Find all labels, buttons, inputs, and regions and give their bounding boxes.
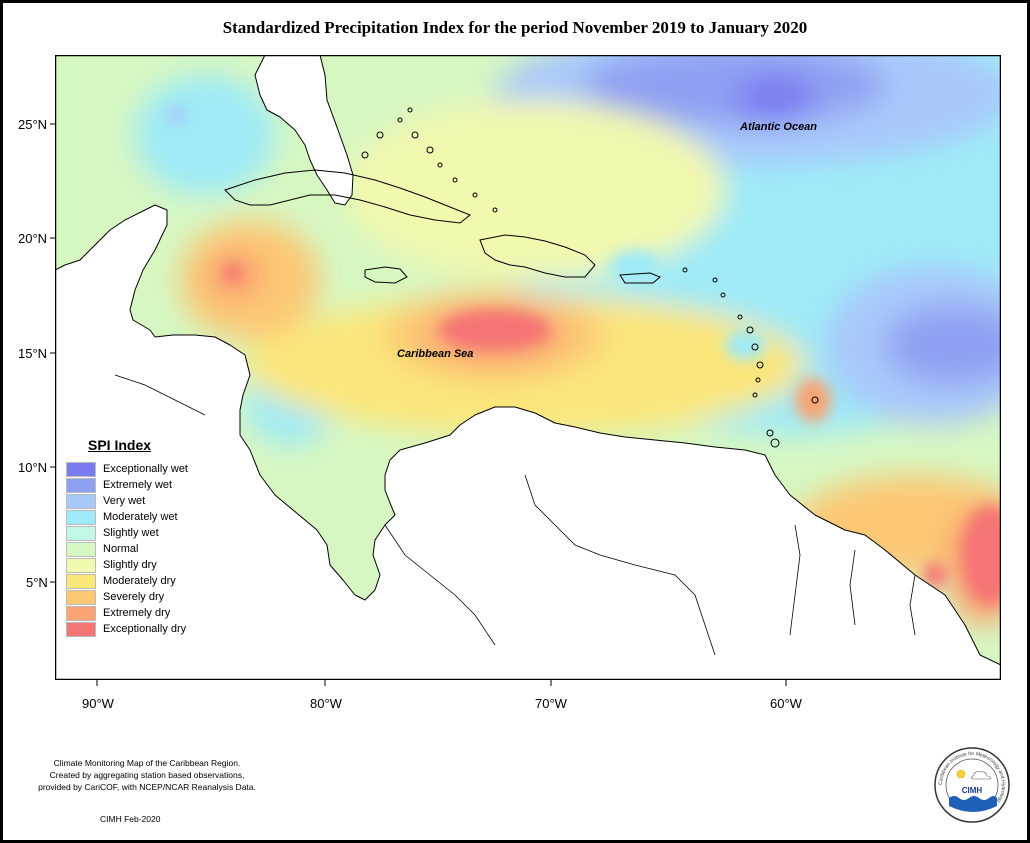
lat-tick-15: 15°N <box>18 346 48 361</box>
date-stamp: CIMH Feb-2020 <box>100 814 161 824</box>
legend-label: Slightly dry <box>103 559 157 571</box>
spi-zone-exceptionaldry-west <box>223 264 243 282</box>
legend-swatch <box>66 525 96 541</box>
land-jamaica <box>364 266 408 284</box>
legend-label: Normal <box>103 543 139 555</box>
logo-wave-icon <box>949 796 997 812</box>
spi-zone-wet-gulf <box>135 75 275 195</box>
legend-label: Moderately wet <box>103 511 178 523</box>
land-bahamas <box>361 107 498 213</box>
lon-tick-70: 70°W <box>535 696 567 711</box>
legend-label: Exceptionally wet <box>103 463 188 475</box>
legend-item: Exceptionally wet <box>58 461 198 477</box>
map-border <box>55 55 1001 680</box>
legend-swatch <box>66 541 96 557</box>
legend-item: Slightly dry <box>58 557 198 573</box>
spi-zone-extremelywet-east <box>885 305 1001 385</box>
lon-tick-60: 60°W <box>770 696 802 711</box>
legend-item: Exceptionally dry <box>58 621 198 637</box>
spi-legend: SPI Index Exceptionally wet Extremely wet… <box>58 437 198 637</box>
spi-zone-dry-barbados <box>795 378 831 422</box>
legend-item: Very wet <box>58 493 198 509</box>
credits-line-1: Climate Monitoring Map of the Caribbean … <box>53 758 241 768</box>
legend-item: Moderately wet <box>58 509 198 525</box>
logo-sun-icon <box>956 769 966 779</box>
spi-zone-exceptionaldry-guiana <box>923 563 947 587</box>
legend-title: SPI Index <box>88 437 152 453</box>
spi-zone-exceptionalwet-north <box>735 75 815 125</box>
credits: Climate Monitoring Map of the Caribbean … <box>22 757 272 793</box>
lat-tick-5: 5°N <box>26 575 48 590</box>
spi-map: Atlantic Ocean Caribbean Sea <box>55 55 1001 680</box>
legend-label: Exceptionally dry <box>103 623 187 635</box>
lat-tick-20: 20°N <box>18 231 48 246</box>
credits-line-2: Created by aggregating station based obs… <box>49 770 245 780</box>
spi-zone-exceptionaldry-east <box>962 505 1001 605</box>
land-puerto-rico <box>619 272 661 284</box>
logo-cloud-icon <box>971 771 992 780</box>
legend-item: Extremely wet <box>58 477 198 493</box>
legend-swatch <box>66 493 96 509</box>
legend-swatch <box>66 477 96 493</box>
spi-zone-dry-bahamas <box>345 100 725 280</box>
legend-swatch <box>66 573 96 589</box>
credits-line-3: provided by CariCOF, with NCEP/NCAR Rean… <box>38 782 256 792</box>
lat-tick-25: 25°N <box>18 117 48 132</box>
lon-tick-90: 90°W <box>82 696 114 711</box>
legend-label: Severely dry <box>103 591 165 603</box>
legend-item: Moderately dry <box>58 573 198 589</box>
legend-label: Extremely wet <box>103 479 173 491</box>
legend-item: Severely dry <box>58 589 198 605</box>
label-caribbean-sea: Caribbean Sea <box>397 348 473 360</box>
land-florida <box>254 55 354 206</box>
land-cuba <box>224 169 471 224</box>
legend-label: Very wet <box>103 495 146 507</box>
legend-swatch <box>66 605 96 621</box>
land-mexico-central-america <box>55 204 1001 680</box>
legend-item: Slightly wet <box>58 525 198 541</box>
country-borders <box>114 374 916 656</box>
map-title: Standardized Precipitation Index for the… <box>222 18 808 37</box>
legend-item: Normal <box>58 541 198 557</box>
legend-swatch <box>66 621 96 637</box>
spi-zone-wet-puertorico <box>610 250 660 284</box>
lon-tick-80: 80°W <box>310 696 342 711</box>
spi-zone-exceptionaldry-central <box>440 310 550 350</box>
land-lesser-antilles <box>682 267 819 448</box>
legend-label: Moderately dry <box>103 575 176 587</box>
legend-swatch <box>66 557 96 573</box>
legend-label: Slightly wet <box>103 527 159 539</box>
legend-swatch <box>66 589 96 605</box>
legend-swatch <box>66 461 96 477</box>
spi-zone-wet-lesserantilles <box>725 330 765 360</box>
cimh-logo: Caribbean Institute for Meteorology and … <box>934 747 1010 823</box>
legend-label: Extremely dry <box>103 607 171 619</box>
lat-tick-10: 10°N <box>18 460 48 475</box>
legend-item: Extremely dry <box>58 605 198 621</box>
label-atlantic-ocean: Atlantic Ocean <box>739 121 817 133</box>
land-hispaniola <box>479 234 596 278</box>
logo-text: CIMH <box>962 786 983 795</box>
spi-zone-verywet-gulf <box>167 107 187 123</box>
legend-swatch <box>66 509 96 525</box>
